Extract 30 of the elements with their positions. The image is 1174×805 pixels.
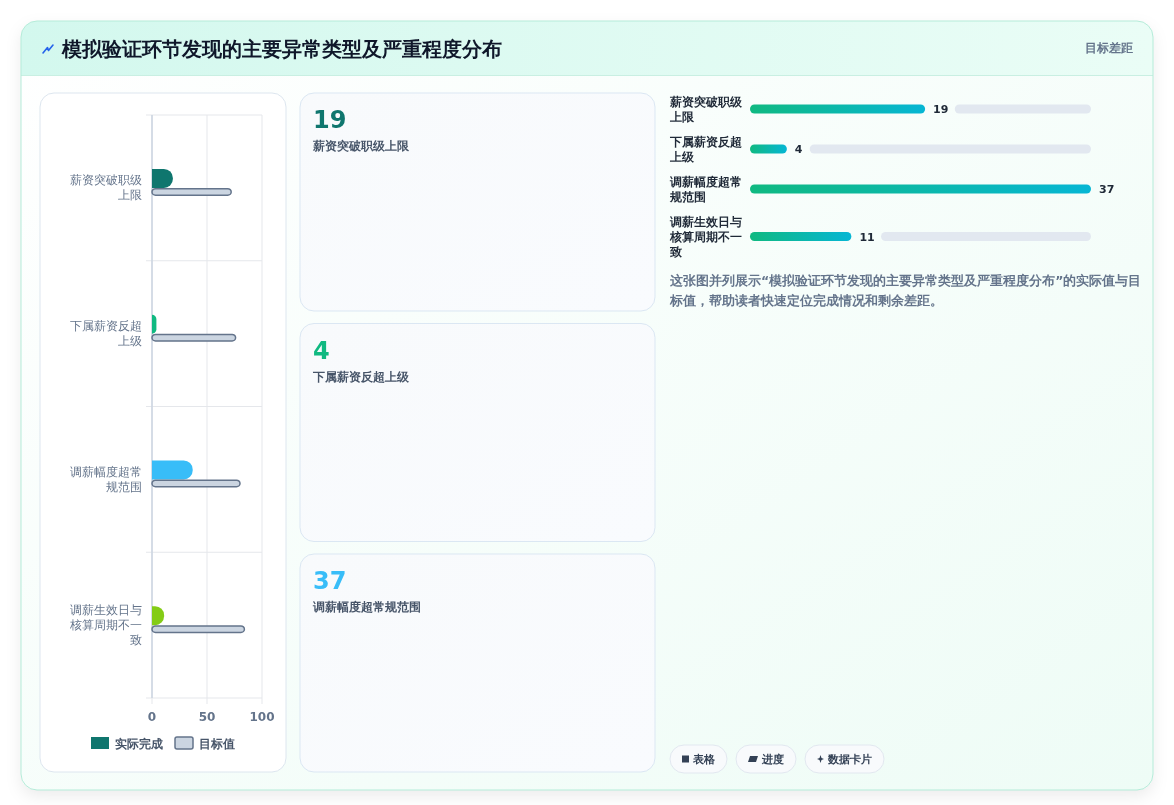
toggle-button: 表格	[669, 744, 728, 774]
y-tick-label: 薪资突破职级上限	[70, 173, 142, 203]
data-label: 37	[313, 567, 347, 595]
x-tick-label: 0	[147, 710, 157, 724]
chart-title: 模拟验证环节发现的主要异常类型及严重程度分布	[61, 37, 502, 61]
data-label: 4	[313, 336, 330, 365]
legend-label: 实际完成	[115, 736, 163, 751]
y-tick-label: 调薪生效日与核算周期不一致	[69, 603, 142, 648]
category-label: 薪资突破职级上限	[312, 139, 410, 153]
y-tick-label: 调薪生效日与核算周期不一致	[669, 215, 742, 259]
y-tick-label: 调薪幅度超常规范围	[669, 175, 742, 204]
data-label: 19	[313, 106, 347, 134]
x-tick-label: 50	[198, 710, 216, 724]
toggle-button: 数据卡片	[804, 744, 885, 774]
legend-label: 目标值	[199, 736, 235, 751]
y-tick-label: 下属薪资反超上级	[70, 319, 142, 349]
category-label: 下属薪资反超上级	[312, 369, 410, 384]
text: 这张图并列展示“模拟验证环节发现的主要异常类型及严重程度分布”的实际值与目标值，帮助读者快速定位完成情况和剩余差距。	[669, 273, 1142, 308]
chart-title: 目标差距	[1085, 41, 1133, 55]
y-tick-label: 薪资突破职级上限	[669, 95, 743, 124]
bar	[152, 460, 193, 480]
y-tick-label: 下属薪资反超上级	[669, 135, 742, 164]
category-label: 调薪幅度超常规范围	[312, 600, 421, 614]
data-label: 19	[933, 103, 949, 116]
data-label: 11	[859, 230, 875, 244]
toggle-button: 进度	[735, 744, 797, 774]
x-tick-label: 100	[249, 710, 275, 724]
y-tick-label: 调薪幅度超常规范围	[70, 464, 142, 494]
data-label: 37	[1099, 183, 1115, 196]
data-label: 4	[794, 143, 803, 156]
